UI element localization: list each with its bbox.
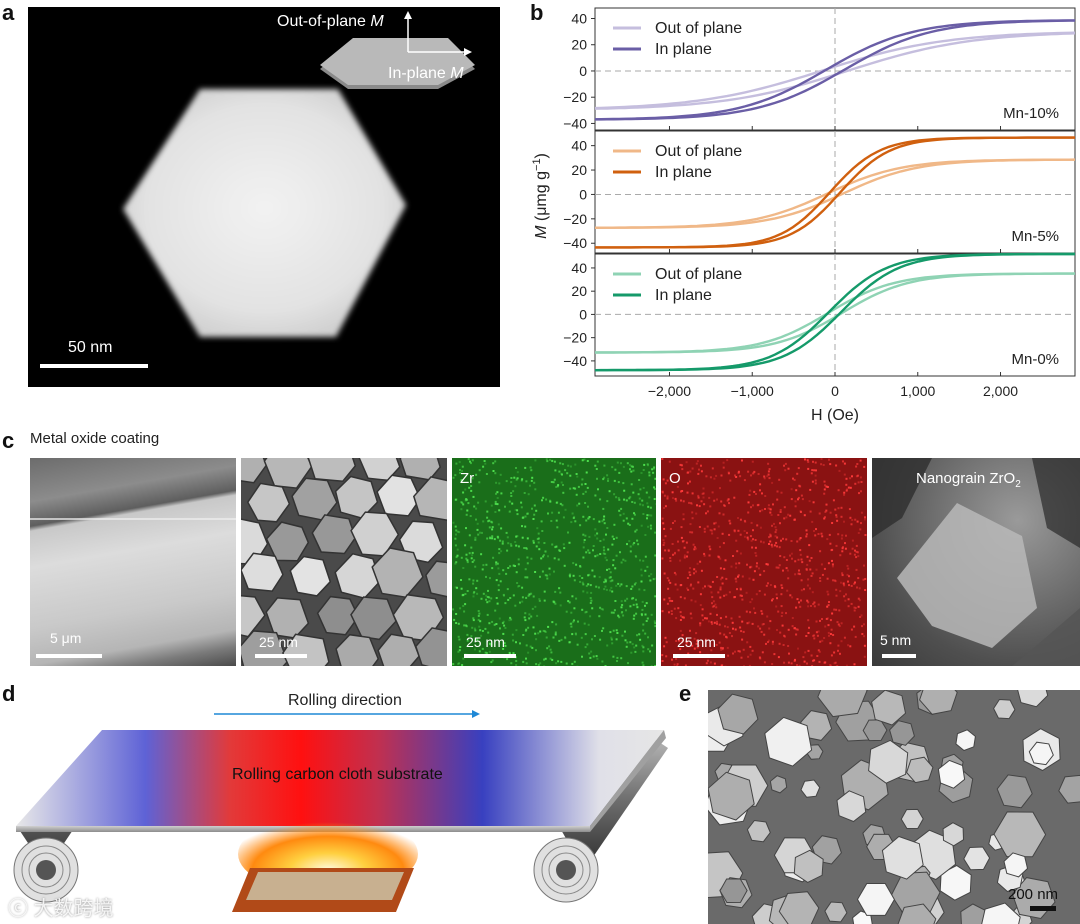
x-tick-label: 0 — [831, 383, 839, 399]
panel-label-c: c — [2, 428, 15, 453]
scale-bar-c1 — [36, 654, 102, 658]
subplot-label-0: Mn-10% — [1003, 105, 1059, 122]
legend-label-1: In plane — [655, 41, 712, 58]
scale-bar-label-a: 50 nm — [68, 339, 113, 356]
panel-label-d: d — [2, 681, 16, 706]
y-tick-label: 20 — [571, 162, 587, 178]
watermark: ⓒ 大数跨境 — [8, 898, 114, 920]
x-tick-label: 1,000 — [900, 383, 935, 399]
sem-fiber-image: 5 μm — [30, 458, 236, 666]
substrate-label: Rolling carbon cloth substrate — [232, 766, 443, 783]
o-eds-map: O 25 nm — [661, 458, 867, 666]
rolling-direction-label: Rolling direction — [288, 692, 402, 709]
x-tick-label: 2,000 — [983, 383, 1018, 399]
y-tick-label: 0 — [579, 306, 587, 322]
element-label-zr: Zr — [460, 470, 475, 487]
right-roller — [533, 837, 599, 903]
series-1-branch-down — [594, 19, 1075, 121]
scale-bar-label-c2: 25 nm — [259, 634, 298, 650]
scale-bar-label-e: 200 nm — [1008, 886, 1059, 903]
scale-bar-c2 — [255, 654, 307, 658]
scale-bar-label-c4: 25 nm — [677, 634, 716, 650]
rolling-setup-schematic — [13, 710, 668, 912]
series-1-branch-down — [595, 136, 1075, 249]
zr-eds-map: Zr 25 nm — [452, 458, 656, 666]
watermark-logo-icon: ⓒ — [8, 898, 28, 920]
y-tick-label: 20 — [571, 283, 587, 299]
subplot-label-2: Mn-0% — [1011, 351, 1059, 368]
scale-bar-a — [40, 364, 148, 368]
y-tick-label: 40 — [571, 260, 587, 276]
panel-a-tem-image: Out-of-plane M In-plane M 50 nm — [28, 7, 500, 387]
legend-label-0: Out of plane — [655, 266, 742, 283]
scale-bar-e — [1030, 906, 1056, 911]
in-plane-label: In-plane M — [388, 65, 464, 82]
scale-bar-c4 — [673, 654, 725, 658]
nanoplate-hexagon-image — [123, 11, 475, 337]
x-tick-label: −1,000 — [731, 383, 774, 399]
subplot-label-1: Mn-5% — [1011, 228, 1059, 245]
legend-label-1: In plane — [655, 164, 712, 181]
subplot-0: 40 20 0 −20 −40 Out of plane In plane Mn-10% — [563, 7, 1076, 131]
legend-label-1: In plane — [655, 287, 712, 304]
panel-c-title: Metal oxide coating — [30, 430, 160, 447]
x-axis-label: H (Oe) — [811, 407, 859, 424]
element-label-o: O — [669, 470, 681, 487]
hrtem-nanograin-image: Nanograin ZrO2 5 nm — [872, 458, 1080, 666]
sem-grain-image: 25 nm — [241, 458, 447, 666]
out-of-plane-label: Out-of-plane M — [277, 13, 384, 30]
scale-bar-label-c5: 5 nm — [880, 632, 912, 648]
sem-nanoplates-image: 200 nm — [708, 690, 1080, 924]
y-tick-label: 0 — [579, 63, 587, 79]
scale-bar-label-c1: 5 μm — [50, 630, 82, 646]
scale-bar-c5 — [882, 654, 916, 658]
legend-label-0: Out of plane — [655, 20, 742, 37]
y-axis-label: M (μmg g−1) — [531, 153, 550, 239]
y-tick-label: −40 — [563, 115, 587, 131]
y-tick-label: 0 — [579, 186, 587, 202]
panel-label-e: e — [679, 681, 692, 706]
series-0-branch-down — [594, 31, 1076, 110]
y-tick-label: −20 — [563, 211, 587, 227]
subplot-1: 40 20 0 −20 −40 Out of plane In plane Mn-5% — [563, 130, 1076, 254]
y-tick-label: −40 — [563, 235, 587, 251]
y-tick-label: −40 — [563, 353, 587, 369]
panel-label-a: a — [2, 0, 15, 25]
left-roller — [13, 837, 79, 903]
y-tick-label: 40 — [571, 10, 587, 26]
series-0-branch-down — [594, 272, 1075, 354]
legend-label-0: Out of plane — [655, 143, 742, 160]
y-tick-label: −20 — [563, 330, 587, 346]
subplot-2: 40 20 0 −20 −40 Out of plane In plane Mn-0% — [563, 252, 1076, 377]
hysteresis-chart: 40 20 0 −20 −40 Out of plane In plane Mn-10% 40 2… — [531, 7, 1076, 424]
panel-label-b: b — [530, 0, 544, 25]
series-0-branch-down — [595, 158, 1076, 229]
scale-bar-label-c3: 25 nm — [466, 634, 505, 650]
y-tick-label: 20 — [571, 37, 587, 53]
y-tick-label: 40 — [571, 138, 587, 154]
series-1-branch-down — [594, 252, 1075, 372]
nanograin-label: Nanograin ZrO2 — [916, 470, 1021, 490]
x-tick-label: −2,000 — [648, 383, 691, 399]
y-tick-label: −20 — [563, 89, 587, 105]
scale-bar-c3 — [464, 654, 516, 658]
